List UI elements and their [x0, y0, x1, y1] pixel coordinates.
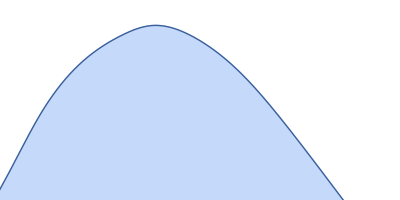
Polygon shape — [0, 25, 400, 200]
